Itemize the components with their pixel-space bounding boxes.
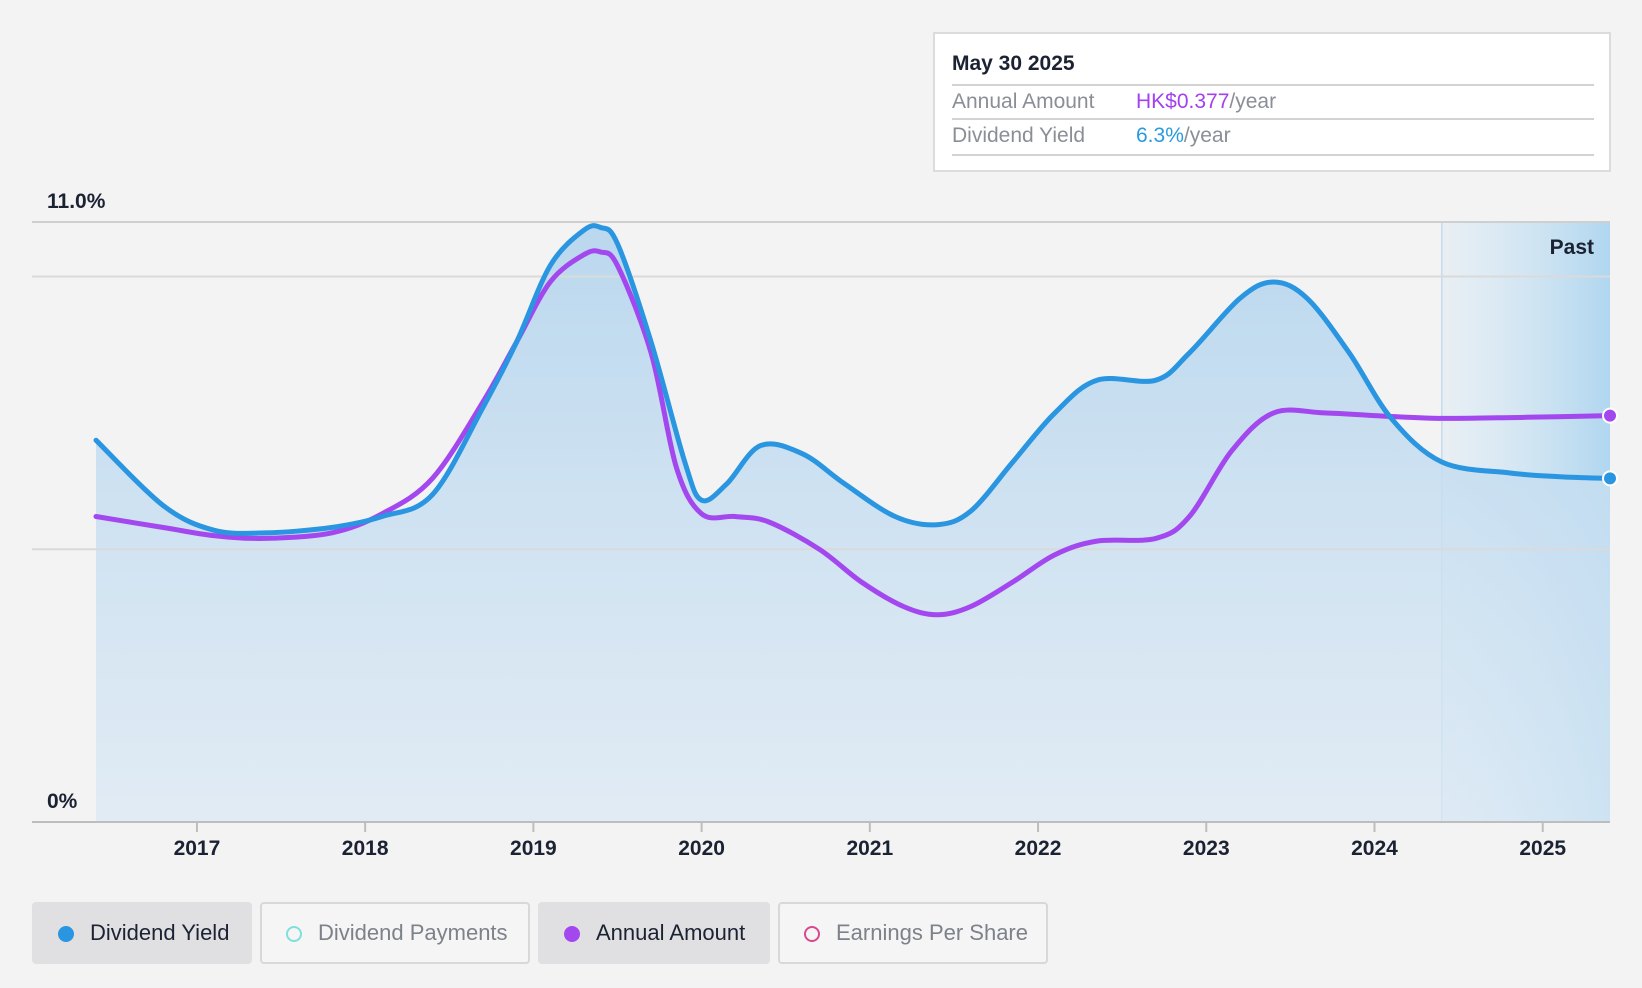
x-tick-label: 2023	[1183, 837, 1230, 860]
chart-tooltip: May 30 2025 Annual Amount HK$0.377/year …	[933, 32, 1611, 172]
x-tick-label: 2022	[1015, 837, 1062, 860]
dividend-yield-area	[96, 225, 1610, 822]
legend-dot-icon	[58, 926, 74, 942]
y-axis-max-label: 11.0%	[47, 190, 106, 213]
x-tick-label: 2024	[1351, 837, 1398, 860]
legend-earnings-per-share-button[interactable]: Earnings Per Share	[778, 902, 1048, 964]
legend-annual-amount-button[interactable]: Annual Amount	[538, 902, 770, 964]
tooltip-row-dividend-yield: Dividend Yield 6.3%/year	[952, 118, 1594, 156]
legend-dot-icon	[804, 926, 820, 942]
y-axis-min-label: 0%	[47, 790, 78, 813]
x-tick-label: 2017	[174, 837, 221, 860]
x-tick-label: 2018	[342, 837, 389, 860]
legend-label: Annual Amount	[596, 920, 746, 945]
legend-dot-icon	[286, 926, 302, 942]
tooltip-value: HK$0.377/year	[1136, 86, 1276, 118]
dividend-yield-unit: /year	[1183, 124, 1231, 147]
annual-amount-end-marker	[1602, 407, 1618, 424]
x-tick-label: 2019	[510, 837, 557, 860]
x-tick-label: 2025	[1519, 837, 1566, 860]
legend-label: Earnings Per Share	[836, 920, 1028, 945]
legend-label: Dividend Payments	[318, 920, 508, 945]
tooltip-label: Annual Amount	[952, 90, 1095, 113]
legend-label: Dividend Yield	[90, 920, 230, 945]
dividend-yield-end-marker	[1602, 470, 1618, 487]
annual-amount-unit: /year	[1229, 90, 1277, 113]
tooltip-date: May 30 2025	[952, 52, 1075, 75]
annual-amount-value: HK$0.377	[1136, 90, 1230, 113]
tooltip-row-annual-amount: Annual Amount HK$0.377/year	[952, 84, 1594, 120]
tooltip-label: Dividend Yield	[952, 124, 1086, 147]
x-tick-label: 2020	[678, 837, 725, 860]
legend-dividend-yield-button[interactable]: Dividend Yield	[32, 902, 252, 964]
x-tick-label: 2021	[846, 837, 893, 860]
dividend-yield-line	[93, 223, 1613, 536]
tooltip-value: 6.3%/year	[1136, 120, 1231, 152]
legend-dot-icon	[564, 926, 580, 942]
legend-dividend-payments-button[interactable]: Dividend Payments	[260, 902, 530, 964]
dividend-yield-value: 6.3%	[1136, 124, 1184, 147]
dividend-chart[interactable]: 2017 2018 2019 2020 2021 2022 2023 2024 2025 11.0…	[0, 0, 1642, 880]
past-label: Past	[1550, 236, 1594, 259]
annual-amount-line	[93, 248, 1613, 618]
